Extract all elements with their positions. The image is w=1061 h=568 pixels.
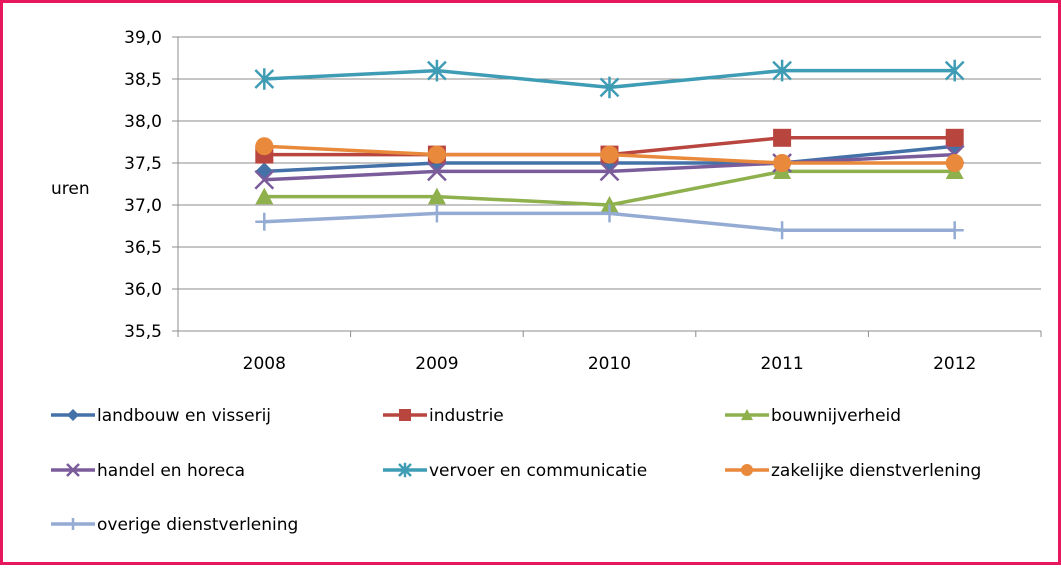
y-axis-label: uren <box>51 179 90 199</box>
y-tick-label: 35,5 <box>124 322 162 342</box>
legend-item: landbouw en visserij <box>51 406 271 426</box>
legend-item: vervoer en communicatie <box>383 461 647 481</box>
data-point-circle <box>945 154 964 172</box>
x-tick-label: 2009 <box>415 354 458 374</box>
data-point-plus <box>67 518 79 530</box>
y-tick-label: 36,5 <box>124 238 162 258</box>
legend-item: industrie <box>383 406 504 426</box>
x-tick-label: 2010 <box>588 354 631 374</box>
legend-item: overige dienstverlening <box>51 515 298 535</box>
data-point-triangle <box>427 187 446 205</box>
series-group <box>255 204 964 240</box>
data-point-star <box>427 59 447 82</box>
y-tick-label: 37,0 <box>124 196 162 216</box>
y-tick-label: 38,5 <box>124 70 162 90</box>
data-point-x <box>599 161 620 182</box>
data-point-star <box>254 68 275 90</box>
x-tick-label: 2008 <box>243 354 286 374</box>
data-point-plus <box>945 221 964 240</box>
y-tick-label: 39,0 <box>124 28 162 48</box>
data-point-circle <box>773 154 792 172</box>
legend-label: bouwnijverheid <box>771 406 901 426</box>
data-point-star <box>772 59 792 82</box>
data-point-star <box>599 76 620 99</box>
data-point-x <box>427 161 447 182</box>
data-point-plus <box>773 221 792 240</box>
data-point-circle <box>427 145 446 164</box>
series-lines <box>254 59 965 240</box>
data-point-plus <box>255 212 274 231</box>
data-point-diamond <box>255 162 274 181</box>
y-tick-labels: 35,5 36,0 36,5 37,0 37,5 38,0 38,5 39,0 <box>124 28 162 342</box>
data-point-triangle <box>600 196 619 213</box>
legend-label: handel en horeca <box>97 461 245 481</box>
series-group <box>254 59 965 99</box>
legend-item: bouwnijverheid <box>725 406 901 426</box>
y-tick-label: 37,5 <box>124 154 162 174</box>
data-point-square <box>399 409 411 421</box>
data-point-star <box>398 462 412 478</box>
data-point-diamond <box>67 409 79 421</box>
data-point-circle <box>600 145 619 164</box>
data-point-triangle <box>255 187 274 205</box>
legend-label: landbouw en visserij <box>97 406 271 426</box>
legend-item: zakelijke dienstverlening <box>725 461 981 481</box>
data-point-x <box>66 463 80 477</box>
data-point-triangle <box>741 409 753 421</box>
gridlines <box>172 36 1041 332</box>
legend: landbouw en visserij industrie bouwnijverh… <box>51 406 981 535</box>
axes: uren <box>51 37 1042 337</box>
data-point-plus <box>427 204 446 223</box>
data-point-star <box>944 59 965 82</box>
data-point-circle <box>255 137 274 156</box>
data-point-circle <box>741 464 753 476</box>
data-point-plus <box>600 204 619 223</box>
data-point-square <box>945 128 964 147</box>
legend-label: vervoer en communicatie <box>429 461 647 481</box>
series-group <box>255 137 964 172</box>
data-point-square <box>773 128 792 147</box>
legend-item: handel en horeca <box>51 461 245 481</box>
data-point-x <box>254 169 275 190</box>
x-tick-label: 2011 <box>760 354 803 374</box>
y-tick-label: 36,0 <box>124 280 162 300</box>
legend-label: overige dienstverlening <box>97 515 298 535</box>
x-tick-label: 2012 <box>933 354 976 374</box>
x-tick-labels: 2008 2009 2010 2011 2012 <box>243 354 977 374</box>
y-tick-label: 38,0 <box>124 112 162 132</box>
line-chart: uren 35,5 36,0 36,5 37,0 37,5 38,0 38,5 39,0 20… <box>51 28 1042 535</box>
legend-label: industrie <box>429 406 504 426</box>
legend-label: zakelijke dienstverlening <box>771 461 981 481</box>
